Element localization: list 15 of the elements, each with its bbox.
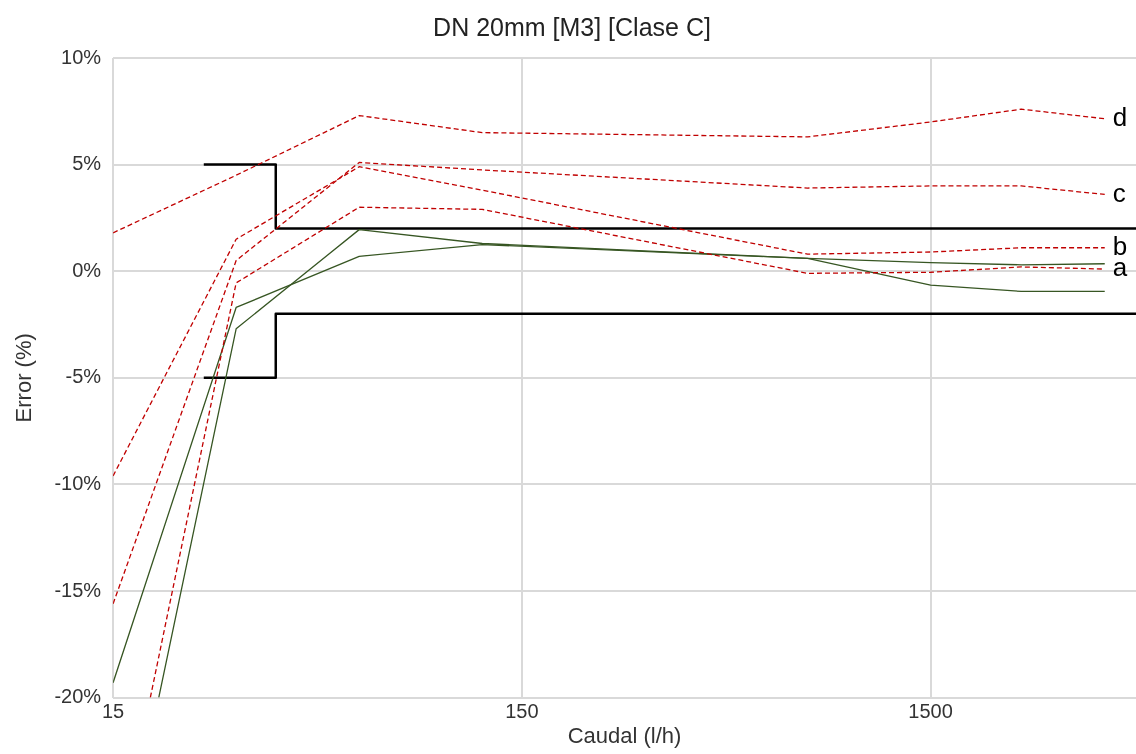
y-tick-label: 5% bbox=[72, 152, 102, 175]
y-axis-title: Error (%) bbox=[11, 333, 37, 423]
series-label: c bbox=[1112, 177, 1126, 208]
x-tick-label: 15 bbox=[101, 700, 125, 723]
x-tick-label: 150 bbox=[505, 700, 539, 723]
y-tick-label: 0% bbox=[72, 258, 102, 281]
y-tick-label: -10% bbox=[54, 471, 102, 494]
y-tick-label: -15% bbox=[54, 578, 102, 601]
x-axis-title: Caudal (l/h) bbox=[567, 722, 682, 748]
y-tick-label: -5% bbox=[65, 365, 102, 388]
series-label: d bbox=[1112, 101, 1128, 132]
chart-title: DN 20mm [M3] [Clase C] bbox=[433, 12, 711, 41]
x-tick-label: 1500 bbox=[908, 700, 953, 723]
y-tick-label: 10% bbox=[61, 45, 102, 68]
y-tick-label: -20% bbox=[54, 685, 102, 708]
